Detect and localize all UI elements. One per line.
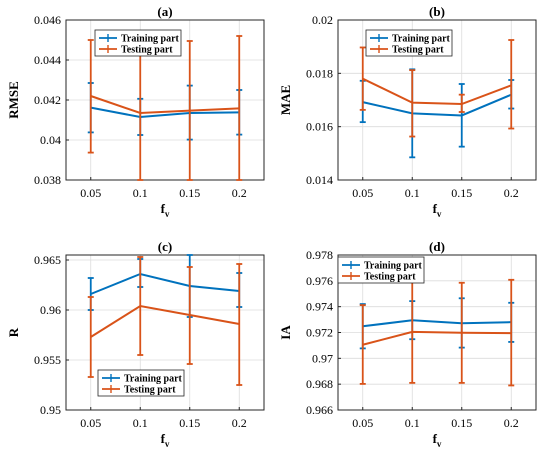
y-tick-label: 0.974 [306,300,333,314]
y-axis-label: RMSE [6,81,21,119]
x-tick-label: 0.2 [504,186,519,200]
legend-box [365,29,453,57]
x-axis-label-main: f [433,201,438,216]
x-tick-label: 0.2 [232,186,247,200]
x-tick-label: 0.1 [405,416,420,430]
x-tick-label: 0.05 [80,186,101,200]
y-tick-label: 0.042 [34,93,61,107]
y-axis-label: IA [278,325,293,340]
x-tick-label: 0.05 [352,186,373,200]
series-line [362,93,512,117]
chart-panel: 0.05 0.1 0.15 0.2 0.966 0.968 0.97 0.972 0.974 0.… [278,239,537,449]
y-tick-label: 0.966 [306,403,333,417]
series-line [90,95,240,115]
x-axis-label-main: f [161,431,166,446]
x-tick-label: 0.05 [80,416,101,430]
x-tick-label: 0.1 [133,416,148,430]
series-line [90,304,240,338]
y-tick-label: 0.976 [306,274,333,288]
x-tick-label: 0.15 [179,186,200,200]
y-tick-label: 0.018 [306,66,333,80]
x-axis-label-subscript: v [165,439,170,449]
x-axis-label-subscript: v [165,209,170,219]
legend-label: Training part [121,34,180,45]
y-tick-label: 0.972 [306,326,333,340]
axes-box [65,254,265,411]
y-tick-label: 0.02 [312,13,333,27]
y-tick-label: 0.95 [40,403,61,417]
series-line [90,106,240,119]
x-tick-label: 0.15 [451,186,472,200]
series-testing [87,35,243,181]
y-tick-label: 0.965 [34,253,61,267]
y-tick-label: 0.016 [306,120,333,134]
y-axis-label: R [6,327,21,337]
chart-panel: 0.05 0.1 0.15 0.2 0.95 0.955 0.96 0.965 (c) fv R Tr… [6,239,265,449]
legend-label: Testing part [124,385,176,396]
x-axis-label-subscript: v [437,209,442,219]
x-tick-label: 0.1 [405,186,420,200]
y-tick-label: 0.04 [40,133,61,147]
series-line [362,330,512,346]
y-tick-label: 0.046 [34,13,61,27]
series-testing [359,278,515,387]
y-tick-label: 0.96 [40,303,61,317]
legend-box [337,256,425,284]
y-tick-label: 0.044 [34,53,61,67]
legend-label: Training part [124,374,183,385]
series-testing [87,256,243,386]
x-tick-label: 0.15 [179,416,200,430]
x-tick-label: 0.15 [451,416,472,430]
chart-panel: 0.05 0.1 0.15 0.2 0.038 0.04 0.042 0.044 0.046 (a… [6,4,265,219]
x-tick-label: 0.05 [352,416,373,430]
series-training [359,297,515,350]
x-axis-label: fv [161,431,170,449]
x-axis-label-main: f [433,431,438,446]
legend-box [97,369,185,397]
chart-panel: 0.05 0.1 0.15 0.2 0.014 0.016 0.018 0.02 (b) fv MA… [278,4,537,219]
y-tick-label: 0.955 [34,353,61,367]
series-line [90,272,240,295]
axes-box [337,19,537,181]
x-axis-label-main: f [161,201,166,216]
legend-label: Training part [364,261,423,272]
series-line [362,319,512,328]
panel-title: (c) [158,239,172,254]
series-line [362,77,512,106]
x-axis-label: fv [161,201,170,219]
series-testing [359,39,515,138]
legend-label: Testing part [364,272,416,283]
legend-label: Testing part [392,45,444,56]
x-axis-label: fv [433,431,442,449]
legend-box [94,29,182,57]
y-tick-label: 0.014 [306,173,333,187]
legend-label: Training part [392,34,451,45]
y-tick-label: 0.968 [306,377,333,391]
series-training [87,254,243,318]
x-tick-label: 0.2 [504,416,519,430]
panel-title: (a) [157,4,172,19]
x-tick-label: 0.1 [133,186,148,200]
y-tick-label: 0.978 [306,248,333,262]
x-axis-label-subscript: v [437,439,442,449]
legend-label: Testing part [121,45,173,56]
panel-title: (d) [429,239,445,254]
panel-title: (b) [429,4,445,19]
y-axis-label: MAE [278,85,293,115]
series-training [359,68,515,159]
y-tick-label: 0.97 [312,351,333,365]
x-tick-label: 0.2 [232,416,247,430]
y-tick-label: 0.038 [34,173,61,187]
x-axis-label: fv [433,201,442,219]
